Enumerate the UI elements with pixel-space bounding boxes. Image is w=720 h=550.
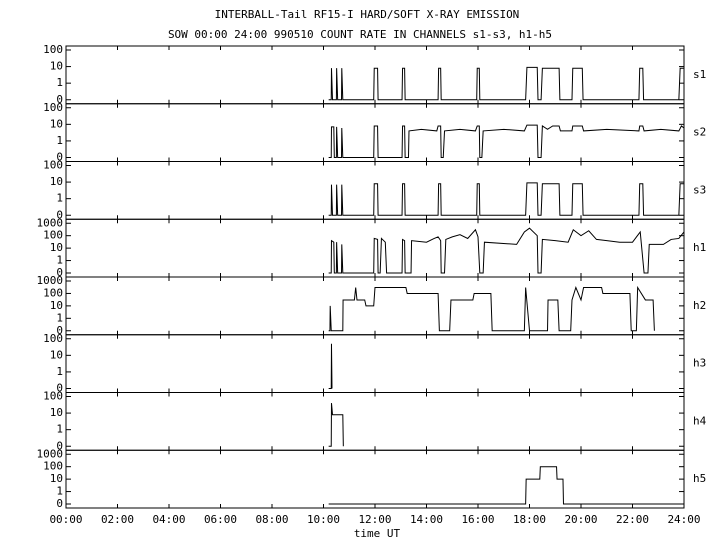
y-tick-label: 100 [43,43,63,56]
chart-title: INTERBALL-Tail RF15-I HARD/SOFT X-RAY EM… [215,8,520,21]
y-tick-label: 10 [50,117,63,130]
y-tick-label: 0 [56,497,63,510]
y-tick-label: 0 [56,382,63,395]
y-tick-label: 1 [56,76,63,89]
y-tick-label: 1 [56,423,63,436]
y-tick-label: 100 [43,229,63,242]
y-tick-label: 100 [43,390,63,403]
y-tick-label: 0 [56,151,63,164]
y-tick-label: 1000 [37,274,64,287]
y-tick-label: 10 [50,60,63,73]
y-tick-label: 0 [56,93,63,106]
panel-label: s3 [693,183,706,196]
y-tick-label: 10 [50,299,63,312]
x-tick-label: 20:00 [564,513,597,526]
y-tick-label: 100 [43,159,63,172]
trace [328,227,685,274]
x-tick-label: 10:00 [307,513,340,526]
y-tick-label: 0 [56,439,63,452]
panel-label: s2 [693,126,706,139]
x-tick-label: 04:00 [152,513,185,526]
y-tick-label: 100 [43,286,63,299]
y-tick-label: 0 [56,324,63,337]
trace [328,403,344,447]
y-tick-label: 10 [50,241,63,254]
y-tick-label: 1 [56,192,63,205]
trace [328,285,655,332]
y-tick-label: 0 [56,266,63,279]
panel-label: h4 [693,414,707,427]
y-tick-label: 1000 [37,447,64,460]
y-tick-label: 10 [50,406,63,419]
chart-subtitle: SOW 00:00 24:00 990510 COUNT RATE IN CHA… [168,28,552,41]
y-tick-label: 0 [56,208,63,221]
x-tick-label: 12:00 [358,513,391,526]
x-tick-label: 24:00 [667,513,700,526]
panel-label: h1 [693,241,706,254]
trace [328,124,685,158]
panel-label: h5 [693,472,706,485]
y-tick-label: 10 [50,472,63,485]
x-tick-label: 22:00 [616,513,649,526]
y-tick-label: 100 [43,332,63,345]
panel-label: h2 [693,299,706,312]
panel-label: h3 [693,357,706,370]
y-tick-label: 1 [56,311,63,324]
y-tick-label: 1 [56,485,63,498]
trace [328,466,684,505]
y-tick-label: 10 [50,175,63,188]
x-tick-label: 06:00 [204,513,237,526]
y-tick-label: 1 [56,254,63,267]
x-tick-label: 08:00 [255,513,288,526]
y-tick-label: 100 [43,101,63,114]
y-tick-label: 100 [43,460,63,473]
trace [328,182,684,216]
x-tick-label: 18:00 [513,513,546,526]
y-tick-label: 1 [56,365,63,378]
y-tick-label: 10 [50,348,63,361]
x-tick-label: 00:00 [49,513,82,526]
x-tick-label: 16:00 [461,513,494,526]
y-tick-label: 1000 [37,216,64,229]
x-axis-label: time UT [354,527,401,540]
trace [328,343,333,389]
x-tick-label: 02:00 [101,513,134,526]
trace [328,66,684,101]
x-tick-label: 14:00 [410,513,443,526]
y-tick-label: 1 [56,134,63,147]
panel-label: s1 [693,68,706,81]
